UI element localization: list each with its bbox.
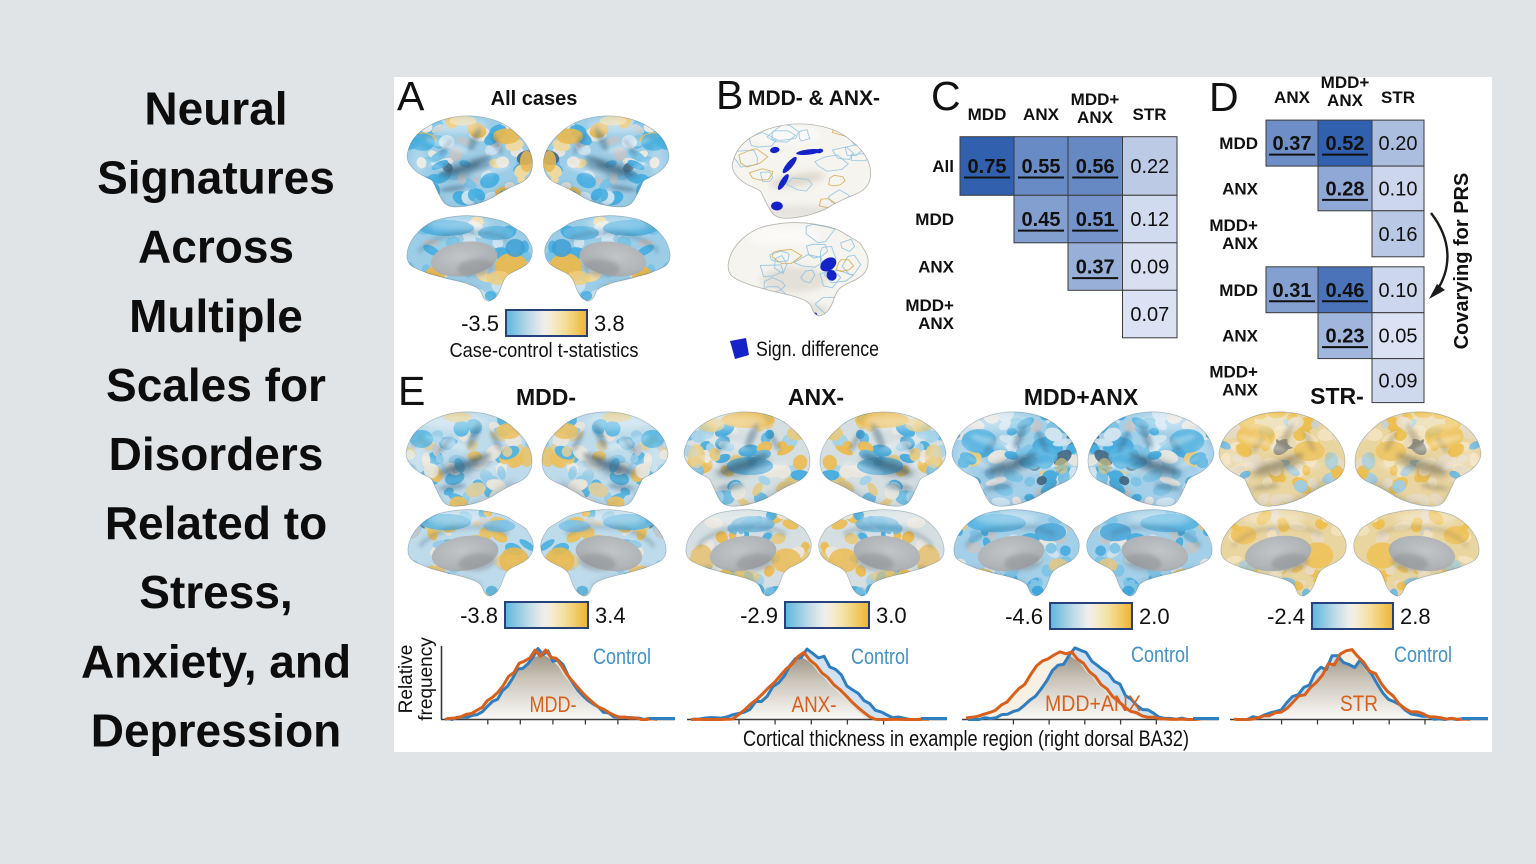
svg-text:MDD-: MDD-: [516, 384, 576, 410]
svg-text:Control: Control: [1131, 642, 1189, 667]
svg-text:ANX-: ANX-: [792, 692, 837, 717]
svg-text:STR: STR: [1340, 691, 1378, 716]
svg-text:D: D: [1209, 74, 1239, 120]
svg-text:0.16: 0.16: [1379, 224, 1418, 246]
svg-text:0.09: 0.09: [1130, 257, 1169, 279]
svg-text:-2.9: -2.9: [740, 603, 778, 628]
svg-text:ANX: ANX: [918, 258, 955, 277]
svg-text:E: E: [398, 368, 425, 414]
svg-text:MDD+ANX: MDD+ANX: [1045, 691, 1141, 716]
svg-text:Control: Control: [593, 644, 651, 669]
svg-text:Related to: Related to: [105, 497, 327, 549]
svg-text:A: A: [397, 73, 425, 119]
svg-text:MDD+ANX: MDD+ANX: [1024, 384, 1139, 410]
svg-text:MDD+: MDD+: [1321, 73, 1370, 92]
svg-text:All cases: All cases: [491, 88, 578, 110]
svg-text:STR: STR: [1381, 88, 1415, 107]
svg-text:0.31: 0.31: [1273, 280, 1312, 302]
svg-text:0.07: 0.07: [1130, 304, 1169, 326]
svg-text:Across: Across: [138, 221, 294, 273]
svg-text:MDD: MDD: [968, 105, 1007, 124]
svg-text:B: B: [716, 72, 743, 118]
svg-text:MDD+: MDD+: [1209, 363, 1258, 382]
svg-text:Multiple: Multiple: [129, 290, 303, 342]
svg-text:MDD+: MDD+: [1209, 216, 1258, 235]
svg-text:MDD- & ANX-: MDD- & ANX-: [748, 87, 880, 110]
svg-text:C: C: [931, 73, 961, 119]
svg-text:Cortical thickness in example: Cortical thickness in example region (ri…: [743, 726, 1189, 751]
svg-text:Case-control t-statistics: Case-control t-statistics: [450, 340, 639, 362]
svg-text:MDD: MDD: [915, 210, 954, 229]
svg-text:ANX: ANX: [1274, 88, 1311, 107]
svg-text:Sign. difference: Sign. difference: [756, 338, 879, 361]
svg-text:Disorders: Disorders: [109, 428, 324, 480]
svg-text:ANX: ANX: [1077, 108, 1114, 127]
svg-text:ANX: ANX: [1222, 179, 1259, 198]
svg-text:2.8: 2.8: [1400, 604, 1431, 629]
svg-text:-3.8: -3.8: [460, 603, 498, 628]
svg-text:0.28: 0.28: [1326, 178, 1365, 200]
svg-text:0.56: 0.56: [1076, 156, 1115, 178]
svg-text:0.37: 0.37: [1273, 133, 1312, 155]
svg-text:0.20: 0.20: [1379, 133, 1418, 155]
svg-text:MDD+: MDD+: [1071, 90, 1120, 109]
svg-text:0.12: 0.12: [1130, 209, 1169, 231]
svg-text:-2.4: -2.4: [1267, 604, 1305, 629]
svg-text:All: All: [932, 157, 954, 176]
svg-text:0.51: 0.51: [1076, 209, 1115, 231]
svg-text:Anxiety, and: Anxiety, and: [81, 635, 351, 687]
svg-text:0.23: 0.23: [1326, 326, 1365, 348]
svg-text:Covarying for PRS: Covarying for PRS: [1451, 173, 1473, 350]
svg-text:0.10: 0.10: [1379, 178, 1418, 200]
svg-text:ANX: ANX: [1327, 91, 1364, 110]
svg-text:0.09: 0.09: [1379, 371, 1418, 393]
svg-text:MDD: MDD: [1219, 134, 1258, 153]
svg-text:0.55: 0.55: [1022, 156, 1061, 178]
svg-text:Signatures: Signatures: [97, 152, 335, 204]
svg-text:ANX: ANX: [918, 314, 955, 333]
svg-text:0.46: 0.46: [1326, 280, 1365, 302]
svg-text:-3.5: -3.5: [461, 311, 499, 336]
svg-text:3.0: 3.0: [876, 603, 907, 628]
svg-text:Scales for: Scales for: [106, 359, 326, 411]
svg-text:MDD-: MDD-: [530, 692, 577, 717]
svg-text:-4.6: -4.6: [1005, 604, 1043, 629]
svg-text:Stress,: Stress,: [139, 566, 292, 618]
svg-text:0.05: 0.05: [1379, 326, 1418, 348]
svg-text:STR-: STR-: [1310, 383, 1364, 409]
svg-text:frequency: frequency: [416, 637, 437, 721]
svg-text:STR: STR: [1133, 105, 1167, 124]
svg-text:3.8: 3.8: [594, 311, 625, 336]
svg-text:0.10: 0.10: [1379, 280, 1418, 302]
svg-text:ANX: ANX: [1222, 381, 1259, 400]
svg-text:3.4: 3.4: [595, 603, 626, 628]
svg-text:Control: Control: [1394, 642, 1452, 667]
svg-text:0.75: 0.75: [968, 156, 1007, 178]
svg-text:Control: Control: [851, 644, 909, 669]
svg-text:MDD+: MDD+: [905, 296, 954, 315]
svg-text:0.22: 0.22: [1130, 156, 1169, 178]
svg-text:Relative: Relative: [396, 645, 417, 714]
svg-text:0.52: 0.52: [1326, 133, 1365, 155]
svg-text:0.37: 0.37: [1076, 257, 1115, 279]
svg-text:0.45: 0.45: [1022, 209, 1061, 231]
svg-text:ANX: ANX: [1023, 105, 1060, 124]
svg-text:ANX-: ANX-: [788, 384, 844, 410]
svg-text:MDD: MDD: [1219, 281, 1258, 300]
svg-text:2.0: 2.0: [1139, 604, 1170, 629]
svg-text:ANX: ANX: [1222, 234, 1259, 253]
svg-text:Depression: Depression: [91, 704, 342, 756]
svg-text:ANX: ANX: [1222, 327, 1259, 346]
svg-text:Neural: Neural: [144, 83, 287, 135]
